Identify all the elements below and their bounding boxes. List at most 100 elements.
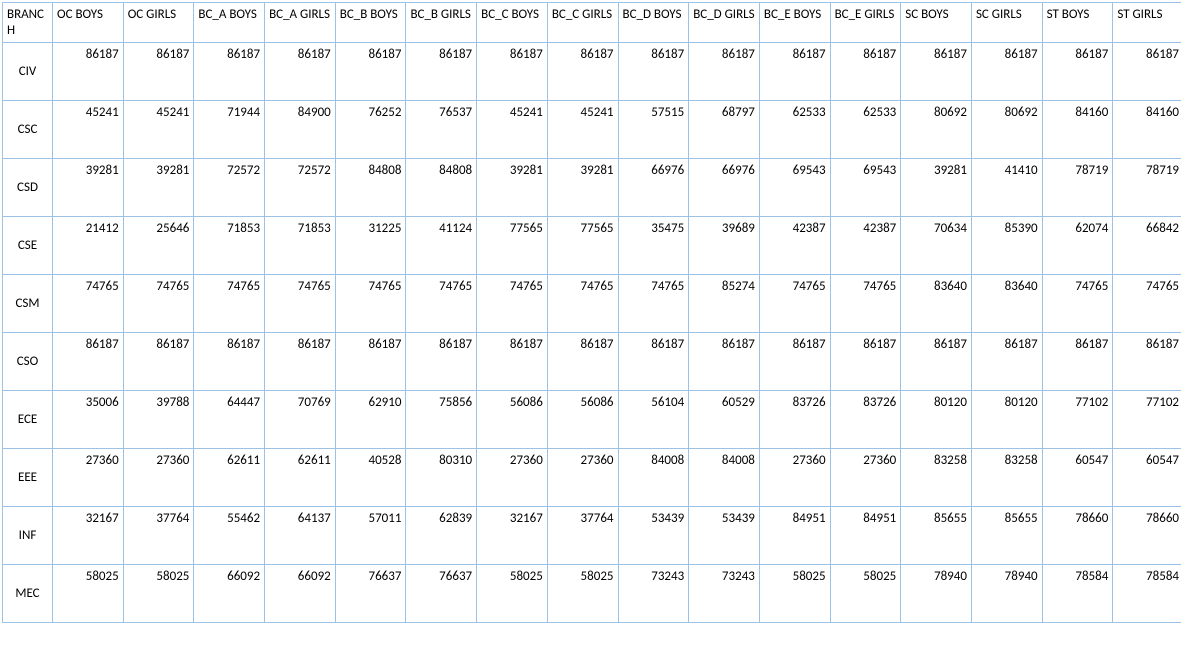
- value-cell: 42387: [830, 217, 901, 275]
- value-cell: 86187: [477, 333, 548, 391]
- value-cell: 60529: [689, 391, 760, 449]
- value-cell: 78584: [1042, 565, 1113, 623]
- value-cell: 66976: [618, 159, 689, 217]
- col-header: BC_E GIRLS: [830, 3, 901, 43]
- value-cell: 83726: [830, 391, 901, 449]
- value-cell: 86187: [1113, 333, 1181, 391]
- table-row: CSO8618786187861878618786187861878618786…: [3, 333, 1181, 391]
- value-cell: 74765: [759, 275, 830, 333]
- value-cell: 62839: [406, 507, 477, 565]
- value-cell: 74765: [265, 275, 336, 333]
- value-cell: 86187: [901, 333, 972, 391]
- branch-cell: INF: [3, 507, 53, 565]
- col-header: BC_B GIRLS: [406, 3, 477, 43]
- value-cell: 80310: [406, 449, 477, 507]
- value-cell: 73243: [689, 565, 760, 623]
- value-cell: 77102: [1113, 391, 1181, 449]
- value-cell: 42387: [759, 217, 830, 275]
- value-cell: 58025: [759, 565, 830, 623]
- branch-cell: EEE: [3, 449, 53, 507]
- value-cell: 73243: [618, 565, 689, 623]
- value-cell: 31225: [335, 217, 406, 275]
- col-header: BC_E BOYS: [759, 3, 830, 43]
- branch-cell: ECE: [3, 391, 53, 449]
- value-cell: 64447: [194, 391, 265, 449]
- value-cell: 83640: [901, 275, 972, 333]
- value-cell: 76637: [406, 565, 477, 623]
- value-cell: 57011: [335, 507, 406, 565]
- branch-cell: CSM: [3, 275, 53, 333]
- value-cell: 84008: [618, 449, 689, 507]
- value-cell: 85655: [971, 507, 1042, 565]
- branch-cell: CSO: [3, 333, 53, 391]
- value-cell: 70769: [265, 391, 336, 449]
- value-cell: 53439: [689, 507, 760, 565]
- value-cell: 62533: [830, 101, 901, 159]
- col-header: BC_B BOYS: [335, 3, 406, 43]
- value-cell: 74765: [123, 275, 194, 333]
- value-cell: 45241: [123, 101, 194, 159]
- value-cell: 60547: [1113, 449, 1181, 507]
- value-cell: 27360: [123, 449, 194, 507]
- col-header: BC_A BOYS: [194, 3, 265, 43]
- cutoff-table: BRANCHOC BOYSOC GIRLSBC_A BOYSBC_A GIRLS…: [2, 2, 1181, 623]
- value-cell: 80120: [901, 391, 972, 449]
- value-cell: 84900: [265, 101, 336, 159]
- table-row: CSC4524145241719448490076252765374524145…: [3, 101, 1181, 159]
- value-cell: 74765: [1042, 275, 1113, 333]
- value-cell: 71853: [194, 217, 265, 275]
- col-header: BC_D GIRLS: [689, 3, 760, 43]
- value-cell: 56086: [477, 391, 548, 449]
- value-cell: 56086: [547, 391, 618, 449]
- table-row: EEE2736027360626116261140528803102736027…: [3, 449, 1181, 507]
- value-cell: 62910: [335, 391, 406, 449]
- value-cell: 66842: [1113, 217, 1181, 275]
- value-cell: 45241: [53, 101, 124, 159]
- value-cell: 39281: [53, 159, 124, 217]
- value-cell: 86187: [971, 43, 1042, 101]
- value-cell: 71944: [194, 101, 265, 159]
- value-cell: 27360: [830, 449, 901, 507]
- value-cell: 74765: [477, 275, 548, 333]
- value-cell: 76537: [406, 101, 477, 159]
- value-cell: 86187: [618, 333, 689, 391]
- value-cell: 80692: [971, 101, 1042, 159]
- cutoff-table-container: BRANCHOC BOYSOC GIRLSBC_A BOYSBC_A GIRLS…: [0, 0, 1181, 625]
- col-header: SC BOYS: [901, 3, 972, 43]
- value-cell: 86187: [547, 333, 618, 391]
- value-cell: 78660: [1113, 507, 1181, 565]
- value-cell: 27360: [477, 449, 548, 507]
- value-cell: 41124: [406, 217, 477, 275]
- value-cell: 62611: [265, 449, 336, 507]
- col-header: OC GIRLS: [123, 3, 194, 43]
- value-cell: 39281: [901, 159, 972, 217]
- value-cell: 78660: [1042, 507, 1113, 565]
- value-cell: 86187: [971, 333, 1042, 391]
- value-cell: 39281: [123, 159, 194, 217]
- value-cell: 86187: [53, 333, 124, 391]
- value-cell: 86187: [547, 43, 618, 101]
- value-cell: 78584: [1113, 565, 1181, 623]
- value-cell: 80120: [971, 391, 1042, 449]
- col-header: BC_D BOYS: [618, 3, 689, 43]
- value-cell: 35475: [618, 217, 689, 275]
- col-header: BC_C GIRLS: [547, 3, 618, 43]
- value-cell: 86187: [477, 43, 548, 101]
- value-cell: 76252: [335, 101, 406, 159]
- table-row: CIV8618786187861878618786187861878618786…: [3, 43, 1181, 101]
- value-cell: 74765: [830, 275, 901, 333]
- value-cell: 58025: [830, 565, 901, 623]
- value-cell: 53439: [618, 507, 689, 565]
- value-cell: 39281: [547, 159, 618, 217]
- value-cell: 84808: [335, 159, 406, 217]
- value-cell: 84008: [689, 449, 760, 507]
- value-cell: 84951: [830, 507, 901, 565]
- value-cell: 39689: [689, 217, 760, 275]
- value-cell: 75856: [406, 391, 477, 449]
- table-row: MEC5802558025660926609276637766375802558…: [3, 565, 1181, 623]
- value-cell: 77565: [477, 217, 548, 275]
- value-cell: 86187: [53, 43, 124, 101]
- value-cell: 84160: [1042, 101, 1113, 159]
- value-cell: 83640: [971, 275, 1042, 333]
- value-cell: 27360: [759, 449, 830, 507]
